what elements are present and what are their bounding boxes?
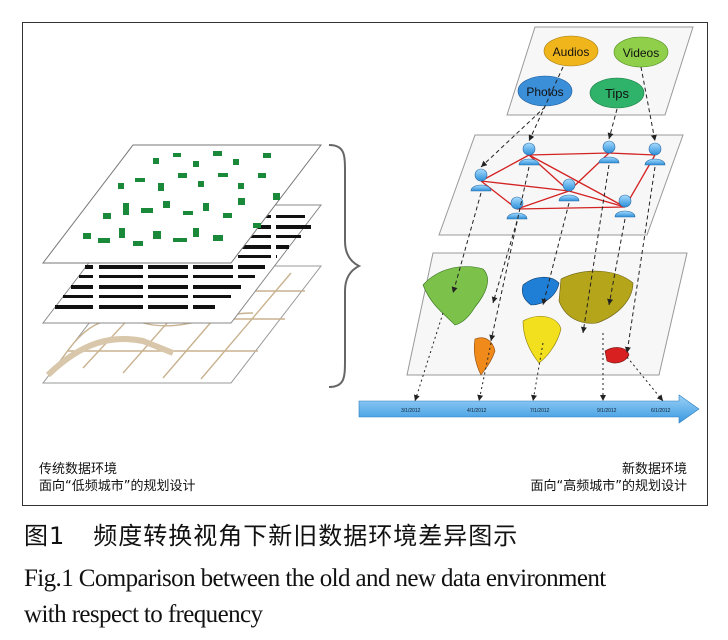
figure-title-en-line2: with respect to frequency	[24, 601, 263, 628]
photos-label: Photos	[526, 85, 563, 99]
timeline-label-1: 3/1/2012	[401, 408, 421, 414]
left-caption-line1: 传统数据环境	[39, 462, 118, 477]
green-space-layer	[41, 144, 323, 264]
timeline-label-2: 4/1/2012	[467, 408, 487, 414]
user-node-icon	[644, 142, 666, 166]
figure-title-cn-text: 频度转换视角下新旧数据环境差异图示	[93, 522, 519, 550]
timeline-label-5: 6/1/2012	[651, 408, 671, 414]
asia-shape	[558, 270, 634, 324]
user-node-icon	[614, 194, 636, 218]
figure-illustration: Audios Videos Photos Tips	[41, 26, 700, 424]
left-caption-line2: 面向“低频城市”的规划设计	[39, 479, 196, 494]
user-node-icon	[598, 140, 620, 164]
social-network-panel	[438, 134, 684, 236]
audios-label: Audios	[553, 45, 590, 59]
europe-shape	[521, 276, 560, 306]
tips-label: Tips	[605, 86, 630, 101]
media-panel: Audios Videos Photos Tips	[506, 26, 694, 116]
figure-title-cn: 图1 频度转换视角下新旧数据环境差异图示	[24, 516, 518, 551]
user-node-icon	[506, 196, 528, 220]
videos-label: Videos	[623, 46, 659, 60]
right-caption-line2: 面向“高频城市”的规划设计	[530, 479, 687, 494]
curly-brace	[328, 144, 362, 388]
timeline-label-3: 7/1/2012	[530, 408, 550, 414]
world-map-panel	[406, 252, 688, 376]
north-america-shape	[422, 266, 488, 326]
right-caption-line1: 新数据环境	[621, 462, 687, 477]
timeline-label-4: 9/1/2012	[597, 408, 617, 414]
figure-title-en: Fig.1 Comparison between the old and new…	[24, 561, 714, 633]
figure-panel: Audios Videos Photos Tips	[22, 22, 708, 506]
oceania-shape	[604, 347, 630, 364]
africa-shape	[522, 316, 562, 364]
user-node-icon	[558, 178, 580, 202]
figure-number: 图1	[24, 522, 66, 550]
figure-title-en-line1: Fig.1 Comparison between the old and new…	[24, 565, 606, 592]
user-node-icon	[470, 168, 492, 192]
user-node-icon	[518, 142, 540, 166]
south-america-shape	[473, 337, 496, 376]
timeline-arrow: 3/1/2012 4/1/2012 7/1/2012 9/1/2012 6/1/…	[358, 394, 700, 424]
